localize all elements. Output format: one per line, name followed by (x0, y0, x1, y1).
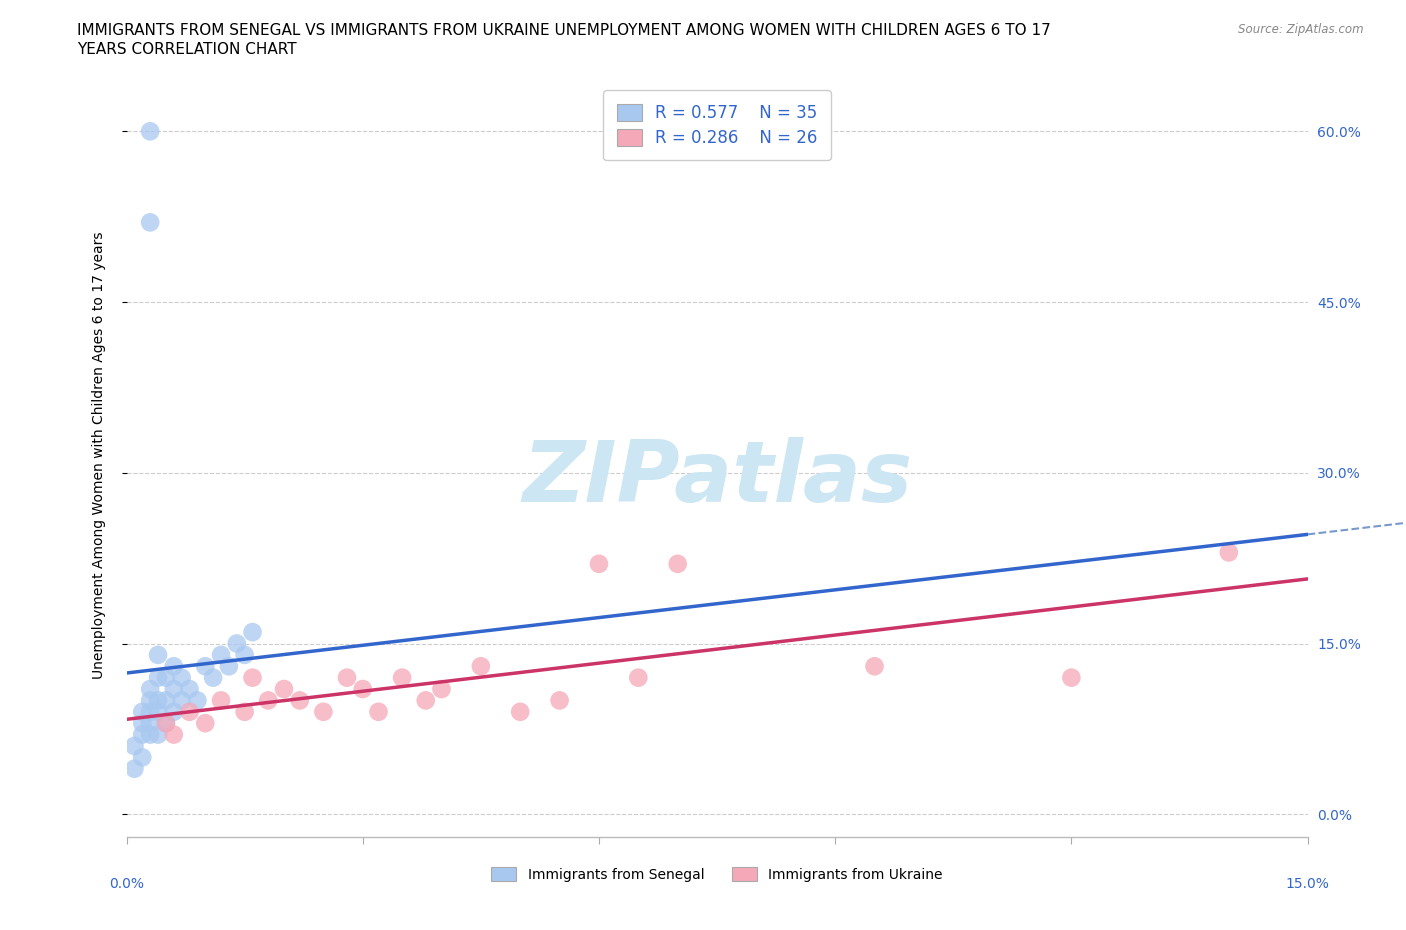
Point (1218, 545, 1240, 560)
Point (666, 556, 689, 571)
Point (1060, 671, 1083, 685)
Point (218, 658, 240, 673)
Point (202, 671, 225, 685)
Point (273, 682, 295, 697)
Point (170, 693, 193, 708)
Text: YEARS CORRELATION CHART: YEARS CORRELATION CHART (77, 42, 297, 57)
Point (124, 762, 146, 777)
Text: 0.0%: 0.0% (110, 877, 143, 891)
Text: IMMIGRANTS FROM SENEGAL VS IMMIGRANTS FROM UKRAINE UNEMPLOYMENT AMONG WOMEN WITH: IMMIGRANTS FROM SENEGAL VS IMMIGRANTS FR… (77, 23, 1052, 38)
Point (415, 693, 437, 708)
Y-axis label: Unemployment Among Women with Children Ages 6 to 17 years: Unemployment Among Women with Children A… (91, 232, 105, 680)
Point (627, 671, 650, 685)
Point (146, 727, 169, 742)
Point (470, 658, 492, 673)
Point (131, 750, 153, 764)
Point (430, 682, 453, 697)
Point (352, 682, 374, 697)
Point (146, 704, 169, 719)
Point (186, 693, 208, 708)
Point (170, 671, 193, 685)
Point (336, 671, 359, 685)
Point (312, 704, 335, 719)
Point (288, 693, 311, 708)
Point (146, 647, 169, 662)
Point (155, 716, 177, 731)
Point (139, 716, 162, 731)
Point (209, 693, 232, 708)
Point (155, 693, 177, 708)
Point (548, 693, 571, 708)
Point (146, 693, 169, 708)
Point (131, 716, 153, 731)
Point (163, 682, 186, 697)
Point (233, 704, 256, 719)
Point (163, 727, 186, 742)
Point (194, 658, 217, 673)
Point (209, 647, 232, 662)
Point (242, 625, 264, 640)
Point (391, 671, 413, 685)
Text: 15.0%: 15.0% (1285, 877, 1330, 891)
Point (139, 682, 162, 697)
Point (124, 738, 146, 753)
Point (163, 658, 186, 673)
Point (155, 716, 177, 731)
Point (139, 693, 162, 708)
Text: Source: ZipAtlas.com: Source: ZipAtlas.com (1239, 23, 1364, 36)
Point (194, 716, 217, 731)
Point (509, 704, 531, 719)
Point (588, 556, 610, 571)
Text: ZIPatlas: ZIPatlas (522, 437, 912, 520)
Point (139, 124, 162, 139)
Point (863, 658, 886, 673)
Point (131, 727, 153, 742)
Point (257, 693, 280, 708)
Legend: Immigrants from Senegal, Immigrants from Ukraine: Immigrants from Senegal, Immigrants from… (486, 861, 948, 887)
Point (225, 636, 247, 651)
Point (146, 671, 169, 685)
Point (139, 704, 162, 719)
Point (155, 671, 177, 685)
Point (139, 727, 162, 742)
Point (163, 704, 186, 719)
Point (139, 215, 162, 230)
Point (367, 704, 389, 719)
Point (179, 682, 201, 697)
Point (131, 704, 153, 719)
Point (179, 704, 201, 719)
Point (233, 647, 256, 662)
Point (242, 671, 264, 685)
